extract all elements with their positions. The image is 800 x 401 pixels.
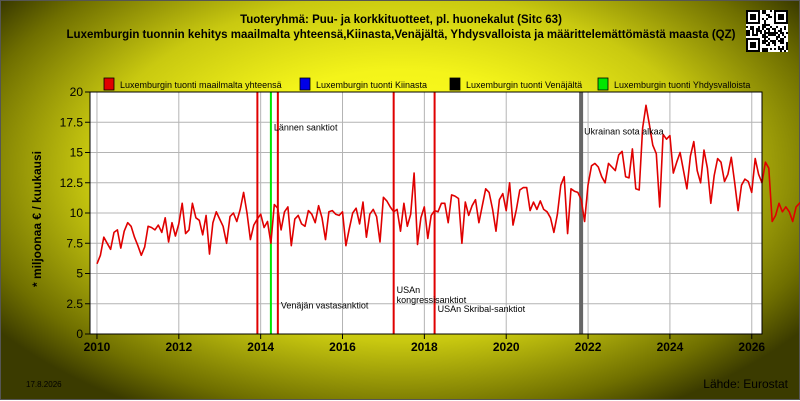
y-tick-label: 12.5 (60, 176, 84, 190)
x-tick-label: 2020 (493, 340, 520, 354)
legend-label: Luxemburgin tuonti maailmalta yhteensä (120, 80, 282, 90)
x-tick-label: 2024 (657, 340, 684, 354)
y-tick-label: 5 (76, 267, 83, 281)
source-label: Lähde: Eurostat (703, 377, 788, 391)
legend-swatch (597, 77, 609, 91)
legend-swatch (103, 77, 115, 91)
qr-code-icon (746, 10, 788, 52)
y-tick-label: 15 (70, 146, 84, 160)
event-label: USAn kongressisanktiot (397, 285, 467, 305)
x-tick-label: 2014 (247, 340, 274, 354)
legend-swatch (299, 77, 311, 91)
date-label: 17.8.2026 (26, 380, 62, 389)
legend-swatch (449, 77, 461, 91)
y-tick-label: 20 (70, 85, 84, 99)
event-label: USAn Skribal-sanktiot (438, 304, 526, 314)
x-tick-label: 2018 (411, 340, 438, 354)
y-tick-label: 17.5 (60, 115, 84, 129)
x-tick-label: 2012 (165, 340, 192, 354)
y-tick-label: 0 (76, 327, 83, 341)
plot-border (89, 91, 763, 335)
y-tick-label: 2.5 (66, 297, 83, 311)
y-tick-label: 7.5 (66, 236, 83, 250)
chart-subtitle: Luxemburgin tuonnin kehitys maailmalta y… (66, 29, 736, 41)
series-line (96, 104, 800, 265)
legend-label: Luxemburgin tuonti Kiinasta (316, 80, 427, 90)
y-axis-label: * miljoonaa € / kuukausi (30, 150, 44, 288)
x-tick-label: 2022 (575, 340, 602, 354)
x-tick-label: 2016 (329, 340, 356, 354)
x-tick-label: 2010 (84, 340, 111, 354)
legend-label: Luxemburgin tuonti Yhdysvalloista (614, 80, 750, 90)
legend-label: Luxemburgin tuonti Venäjältä (466, 80, 582, 90)
x-tick-label: 2026 (738, 340, 765, 354)
event-label: Ukrainan sota alkaa (584, 126, 664, 136)
event-label: Venäjän vastasanktiot (281, 301, 369, 311)
event-label: Lännen sanktiot (274, 123, 338, 133)
y-tick-label: 10 (70, 206, 84, 220)
chart-title: Tuoteryhmä: Puu- ja korkkituotteet, pl. … (240, 14, 562, 26)
